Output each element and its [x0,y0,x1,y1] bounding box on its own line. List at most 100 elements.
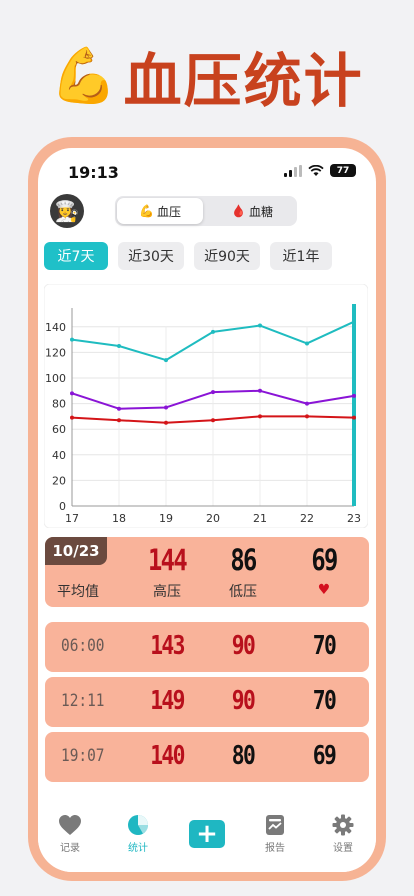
record-heart-rate: 69 [312,741,337,771]
y-tick-label: 60 [52,423,66,436]
flexed-biceps-icon: 💪 [139,204,154,218]
segment-label: 血压 [156,204,181,219]
x-tick-label: 23 [347,512,361,525]
record-time: 12:11 [61,691,105,711]
status-icons: 77 [284,164,356,177]
record-row[interactable]: 06:00 143 90 70 [45,622,369,672]
bp-line-chart: 高压 低压 心率 0204060801001201401718192021222… [44,284,368,528]
average-diastolic-label: 低压 [229,584,257,600]
gear-icon [332,814,354,836]
status-bar: 19:13 77 [38,148,376,196]
heart-icon [59,815,81,835]
data-point [70,391,74,396]
battery-icon: 77 [330,164,356,177]
signal-icon [284,164,302,177]
range-7-days[interactable]: 近7天 [44,242,108,270]
tab-label: 统计 [128,843,148,854]
x-tick-label: 20 [206,512,220,525]
data-point [117,406,121,411]
tab-label: 设置 [333,843,353,854]
x-tick-label: 22 [300,512,314,525]
average-label: 平均值 [57,584,99,600]
x-tick-label: 19 [159,512,173,525]
range-30-days[interactable]: 近30天 [118,242,184,270]
data-point [117,418,121,423]
y-tick-label: 80 [52,398,66,411]
data-point [352,393,356,398]
tab-stats[interactable]: 统计 [108,814,168,854]
avatar[interactable]: 👩‍🍳 [50,194,84,228]
record-time: 06:00 [61,636,105,656]
tab-label: 记录 [60,843,80,854]
blood-drop-icon: 🩸 [231,204,246,218]
record-systolic: 149 [150,686,185,716]
data-point [211,329,215,334]
y-tick-label: 100 [45,372,66,385]
report-icon [266,815,284,835]
record-time: 19:07 [61,746,105,766]
y-tick-label: 20 [52,474,66,487]
data-point [305,341,309,346]
data-point [305,414,309,419]
record-row[interactable]: 12:11 149 90 70 [45,677,369,727]
record-diastolic: 80 [231,741,256,771]
tab-report[interactable]: 报告 [245,814,305,854]
segment-blood-sugar[interactable]: 🩸 血糖 [209,198,295,224]
average-heart-rate-value: 69 [311,543,338,577]
flexed-biceps-icon: 💪 [50,44,118,107]
pie-chart-icon [128,815,149,835]
record-heart-rate: 70 [312,686,337,716]
x-tick-label: 18 [112,512,126,525]
segment-blood-pressure[interactable]: 💪 血压 [117,198,203,224]
tab-add[interactable]: + [177,814,237,848]
segment-label: 血糖 [248,204,273,219]
data-point [70,337,74,342]
record-diastolic: 90 [231,631,256,661]
data-point [258,388,262,393]
data-point [258,323,262,328]
average-systolic-value: 144 [147,543,188,577]
data-point [164,358,168,363]
avatar-icon: 👩‍🍳 [54,199,80,223]
data-point [258,414,262,419]
selected-day-marker [352,304,356,506]
data-point [352,415,356,420]
record-row[interactable]: 19:07 140 80 69 [45,732,369,782]
wifi-icon [308,164,324,176]
tab-settings[interactable]: 设置 [313,814,373,854]
status-time: 19:13 [68,163,119,182]
average-diastolic-value: 86 [230,543,257,577]
hero-banner: 💪 血压统计 [0,36,414,116]
average-systolic-label: 高压 [153,584,181,600]
tab-records[interactable]: 记录 [40,814,100,854]
data-point [164,405,168,410]
data-point [305,401,309,406]
plus-icon: + [189,820,225,848]
x-tick-label: 17 [65,512,79,525]
record-heart-rate: 70 [312,631,337,661]
record-diastolic: 90 [231,686,256,716]
tab-label: 报告 [265,843,285,854]
data-point [211,390,215,395]
hero-title: 血压统计 [123,47,364,115]
data-point [211,418,215,423]
range-1-year[interactable]: 近1年 [270,242,332,270]
heart-icon: ♥ [317,582,331,598]
x-tick-label: 21 [253,512,267,525]
record-systolic: 143 [150,631,185,661]
record-systolic: 140 [150,741,185,771]
y-tick-label: 0 [59,500,66,513]
data-point [70,415,74,420]
phone-screen: 19:13 77 👩‍🍳 💪 血压 🩸 血糖 近7天 近30天 近90 [38,148,376,872]
y-tick-label: 140 [45,321,66,334]
chart-background [44,284,368,528]
data-point [117,344,121,348]
average-date-badge: 10/23 [45,537,107,565]
average-card[interactable]: 10/23 平均值 144 高压 86 低压 69 ♥ [45,537,369,607]
data-point [164,420,168,425]
range-90-days[interactable]: 近90天 [194,242,260,270]
range-selector: 近7天 近30天 近90天 近1年 [44,242,374,272]
tab-bar: 记录 统计 + 报告 [38,808,376,872]
type-segmented-control: 💪 血压 🩸 血糖 [115,196,297,226]
chart-plot: 0 20 40 60 80 100 120 140 17 18 19 20 21 22 23 [44,284,368,528]
